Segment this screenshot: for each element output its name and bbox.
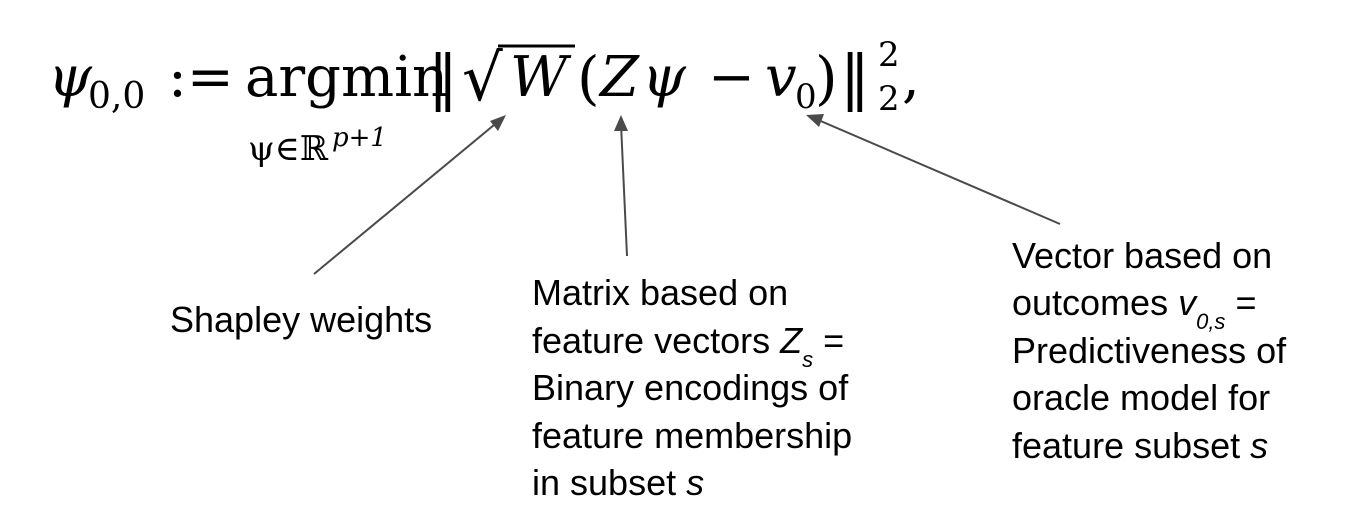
arrow-to-weights (313, 115, 506, 275)
equation-lhs: ψ (48, 45, 93, 110)
equation-comma: , (902, 45, 920, 110)
annotation-vector: Vector based on outcomes v0,s = Predicti… (1012, 235, 1287, 466)
annotation-matrix-line4: feature membership (532, 415, 852, 456)
arrows (313, 114, 1061, 275)
annotation-vector-line4: oracle model for (1012, 377, 1270, 418)
annotation-matrix-line3: Binary encodings of (532, 367, 849, 408)
equation-paren-close: ) (815, 44, 838, 112)
annotation-vector-line5: feature subset s (1012, 425, 1268, 466)
annotation-matrix-line2: feature vectors Zs = (532, 320, 844, 372)
equation: ψ 0,0 := argmin ψ∈ℝ p+1 ‖ √ W ( Z ψ − v … (48, 35, 920, 169)
equation-norm-close: ‖ (840, 43, 870, 113)
annotation-matrix: Matrix based on feature vectors Zs = Bin… (532, 272, 852, 503)
annotation-matrix-line5: in subset s (532, 462, 704, 503)
annotation-weights-text: Shapley weights (170, 299, 432, 340)
annotation-vector-line2: outcomes v0,s = (1012, 282, 1256, 334)
equation-target-subscript: 0 (795, 77, 817, 117)
equation-norm-sup: 2 (878, 35, 900, 75)
equation-lhs-subscript: 0,0 (88, 76, 145, 117)
equation-target: v (765, 45, 797, 110)
equation-norm-sub: 2 (878, 79, 900, 119)
annotation-vector-line1: Vector based on (1012, 235, 1272, 276)
arrow-to-target-vector (806, 114, 1061, 225)
equation-argmin-subscript: ψ∈ℝ (248, 129, 329, 169)
annotation-vector-line3: Predictiveness of (1012, 330, 1287, 371)
equation-assign: := (168, 45, 234, 110)
equation-paren-open: ( (577, 44, 600, 112)
arrow-to-design-matrix (614, 115, 628, 257)
annotation-weights: Shapley weights (170, 299, 432, 340)
equation-sqrt: √ (462, 42, 503, 116)
equation-design-matrix: Z (598, 45, 640, 110)
equation-norm-open: ‖ (428, 43, 458, 113)
equation-weight-matrix: W (510, 45, 572, 110)
annotation-matrix-line1: Matrix based on (532, 272, 788, 313)
equation-argmin: argmin (245, 45, 448, 110)
equation-argmin-subscript-sup: p+1 (332, 123, 387, 153)
equation-minus: − (708, 45, 755, 110)
equation-coef: ψ (642, 45, 687, 110)
